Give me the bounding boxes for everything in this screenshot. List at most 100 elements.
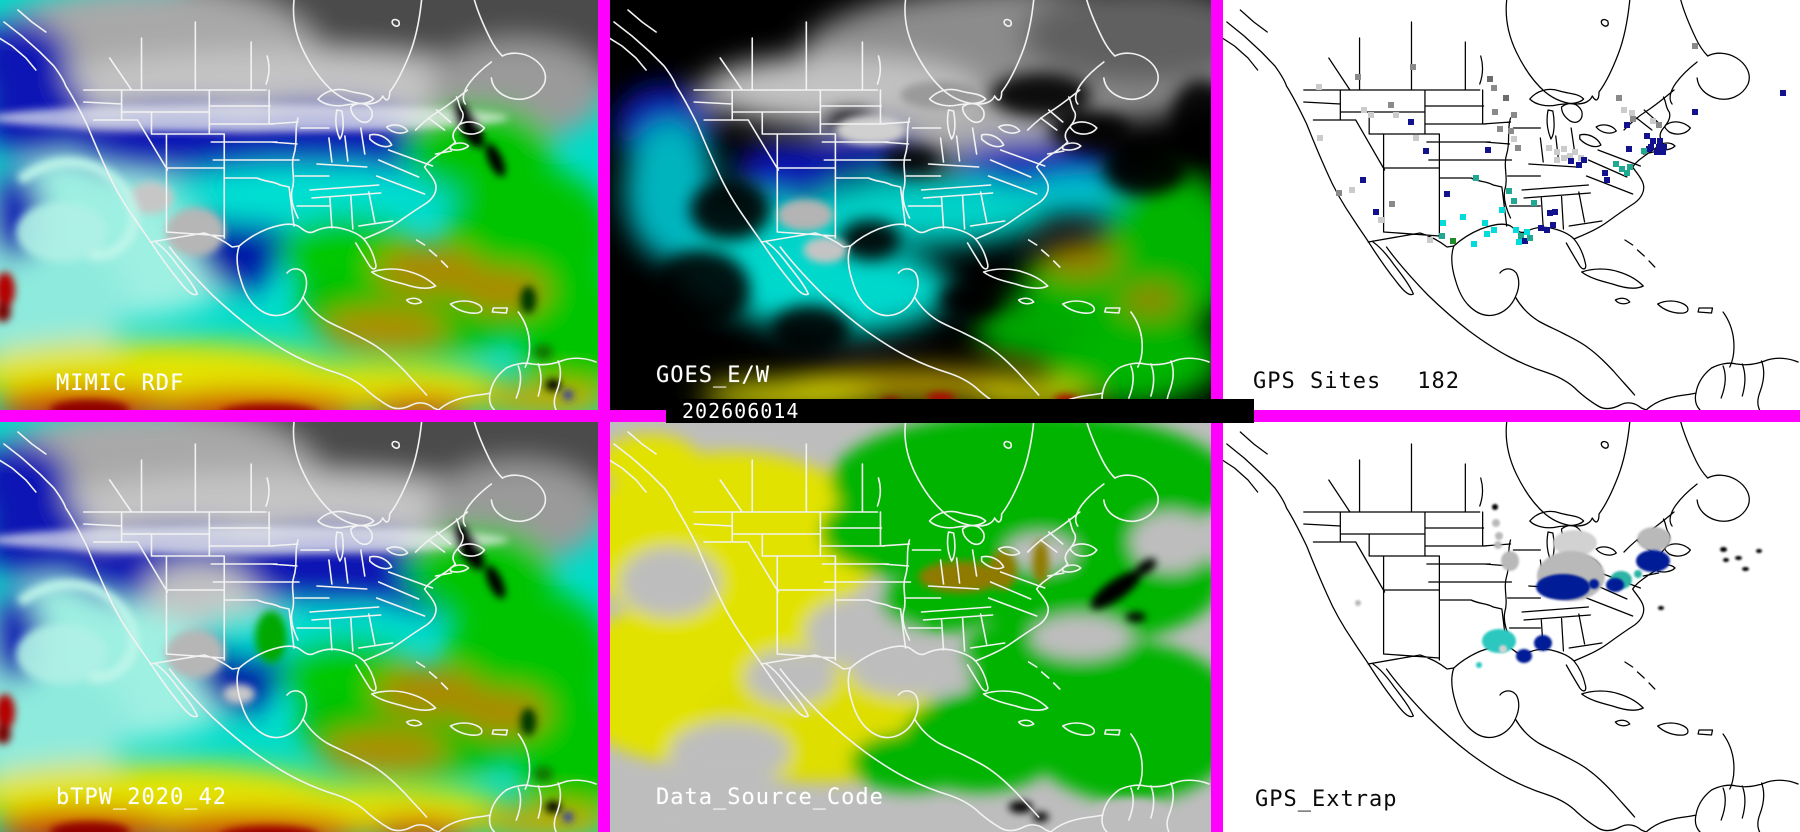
gps-site-dot [1531, 199, 1537, 206]
panel-btpw: bTPW_2020_42 [0, 422, 598, 832]
gps-site-dot [1649, 138, 1656, 145]
gps-sites-label: GPS Sites [1253, 369, 1382, 394]
gps-site-dot [1561, 154, 1567, 161]
gps-site-dot [1427, 236, 1434, 243]
gps-site-dot [1502, 94, 1509, 101]
gps-site-dot [1604, 176, 1611, 183]
gps-extrap-blob [1535, 573, 1590, 600]
gps-site-dot [1367, 111, 1374, 118]
gps-extrap-blob [1482, 629, 1516, 653]
gps-site-dot [1412, 135, 1419, 142]
gps-site-dot [1472, 174, 1479, 181]
gps-site-dot [1513, 227, 1520, 233]
gps-extrap-blob [1355, 599, 1361, 606]
gps-site-dot [1780, 90, 1787, 97]
gps-site-dot [1315, 83, 1322, 90]
gps-site-dot [1439, 220, 1446, 227]
gps-site-dot [1360, 176, 1367, 183]
gps-site-dot [1335, 190, 1342, 197]
gps-site-dot [1439, 233, 1446, 240]
gps-site-dot [1576, 161, 1582, 168]
gps-extrap-blob [1723, 558, 1730, 563]
gps-site-dot [1628, 110, 1635, 117]
gps-site-dot [1387, 101, 1394, 108]
gps-site-dot [1423, 147, 1430, 154]
gps-site-dot [1577, 154, 1584, 161]
timestamp-text: 202606014 [682, 399, 800, 423]
gps-sites-map [1223, 0, 1800, 410]
gps-site-dot [1316, 135, 1323, 142]
gps-site-dot [1393, 111, 1400, 118]
panel-gps-sites: GPS Sites 182 [1223, 0, 1800, 410]
data-source-code-image [610, 422, 1211, 832]
gps-site-dot [1510, 197, 1517, 204]
gps-site-dot [1389, 201, 1396, 208]
gps-site-dot [1409, 63, 1416, 70]
gps-site-dot [1510, 135, 1517, 142]
gps-site-dot [1516, 238, 1522, 245]
gps-site-dot [1601, 170, 1608, 177]
gps-extrap-blob [1588, 579, 1600, 589]
gps-site-dot [1551, 208, 1558, 215]
gps-extrap-blob [1491, 504, 1498, 510]
gps-extrap-blob [1516, 649, 1533, 664]
gps-site-dot [1623, 122, 1630, 129]
gps-site-dot [1630, 115, 1637, 122]
gps-extrap-blob [1633, 570, 1642, 579]
gps-site-dot [1546, 145, 1552, 151]
gps-site-dot [1524, 229, 1531, 236]
gps-site-dot [1581, 156, 1588, 163]
panel-label-goes: GOES_E/W [656, 363, 770, 388]
gps-site-dot [1544, 227, 1551, 233]
gps-site-dot [1372, 208, 1379, 215]
gps-site-dot [1481, 220, 1488, 227]
gps-site-dot [1561, 145, 1567, 152]
gps-extrap-blob [1494, 540, 1503, 550]
gps-site-dot [1656, 138, 1663, 145]
gps-site-dot [1491, 108, 1498, 115]
gps-site-dot [1612, 161, 1619, 167]
gps-site-dot [1550, 222, 1557, 229]
gps-site-dot [1621, 106, 1627, 113]
gps-site-dot [1547, 210, 1554, 217]
gps-site-dot [1408, 119, 1415, 126]
gps-extrap-blob [1476, 662, 1483, 668]
gps-site-dot [1615, 94, 1622, 101]
gps-site-dot [1484, 231, 1491, 238]
gps-site-dot [1378, 217, 1385, 224]
gps-site-dot [1691, 108, 1698, 115]
gps-site-dot [1537, 224, 1544, 231]
panel-gps-extrap: GPS_Extrap [1223, 422, 1800, 832]
gps-site-dot [1491, 85, 1498, 92]
panel-mimic-rdf: MIMIC RDF [0, 0, 598, 410]
gps-extrap-blob [1500, 551, 1519, 571]
panel-label-gps-sites: GPS Sites 182 [1253, 369, 1460, 394]
gps-extrap-blob [1494, 531, 1503, 541]
gps-extrap-blob [1756, 549, 1762, 554]
gps-site-dot [1526, 234, 1533, 241]
gps-site-dot [1470, 240, 1477, 247]
gps-site-dot [1691, 42, 1698, 49]
gps-site-dot [1649, 117, 1656, 124]
gps-extrap-blob [1735, 556, 1743, 561]
gps-site-dot [1360, 106, 1367, 113]
gps-site-dot [1656, 122, 1663, 129]
gps-site-dot [1554, 149, 1561, 156]
gps-site-dot [1626, 163, 1633, 170]
gps-site-dot [1484, 147, 1491, 154]
gps-site-dot [1660, 149, 1667, 156]
gps-site-dot [1443, 190, 1450, 197]
gps-extrap-blob [1605, 578, 1624, 593]
gps-extrap-blob [1498, 645, 1507, 654]
gps-site-dot [1644, 133, 1651, 140]
btpw-image [0, 422, 598, 832]
gps-site-dot [1660, 144, 1667, 151]
gps-site-dot [1460, 213, 1467, 220]
gps-extrap-map [1223, 422, 1800, 832]
gps-site-dot [1641, 147, 1648, 154]
gps-site-dot [1507, 128, 1514, 135]
gps-site-dot [1623, 170, 1630, 177]
gps-site-dot [1517, 233, 1524, 240]
gps-site-dot [1355, 74, 1362, 81]
gps-site-dot [1499, 206, 1506, 213]
